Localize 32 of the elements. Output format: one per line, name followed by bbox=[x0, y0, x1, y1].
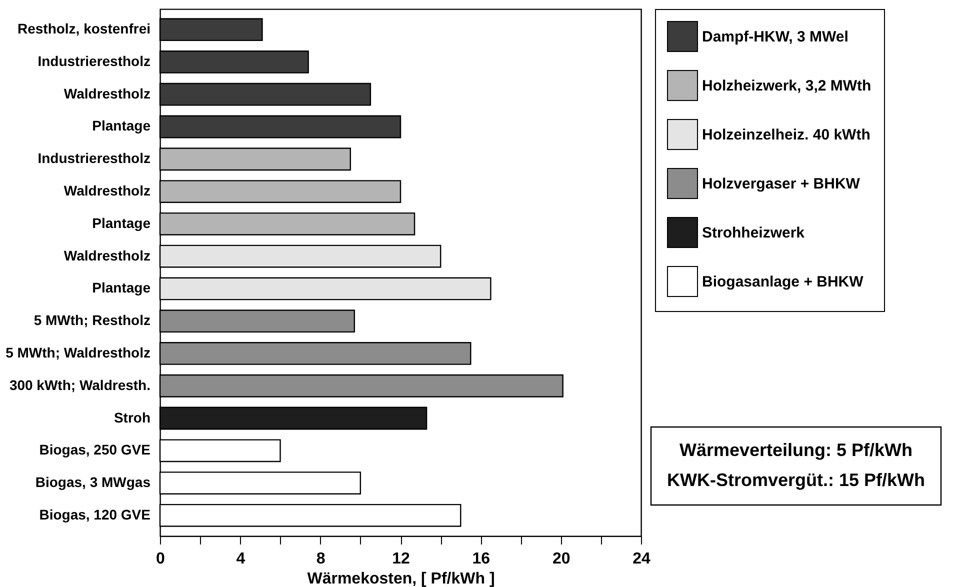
y-tick-label: 300 kWth; Waldresth. bbox=[9, 376, 150, 393]
y-tick-label: Waldrestholz bbox=[64, 182, 150, 199]
y-tick-label: Waldrestholz bbox=[64, 85, 150, 102]
y-tick-label: Industrierestholz bbox=[38, 150, 150, 166]
y-tick-label: Biogas, 250 GVE bbox=[39, 442, 150, 458]
y-tick-label: Industrierestholz bbox=[38, 52, 150, 69]
legend-label: Biogasanlage + BHKW bbox=[702, 274, 864, 290]
y-tick-label: Plantage bbox=[92, 280, 151, 296]
x-tick-label: 8 bbox=[316, 550, 326, 568]
y-tick-label: Waldrestholz bbox=[64, 247, 150, 264]
x-tick-label: 12 bbox=[392, 550, 410, 568]
y-tick-label: Restholz, kostenfrei bbox=[17, 20, 150, 37]
x-tick-label: 16 bbox=[472, 550, 490, 568]
text: KWK-Stromvergüt.: 15 Pf/kWh bbox=[666, 470, 926, 490]
x-tick-label: 24 bbox=[632, 550, 650, 568]
y-tick-label: Plantage bbox=[92, 118, 151, 134]
legend-label: Dampf-HKW, 3 MWel bbox=[702, 28, 848, 46]
y-tick-label: Biogas, 120 GVE bbox=[39, 506, 150, 522]
legend-label: Holzheizwerk, 3,2 MWth bbox=[702, 78, 872, 94]
y-tick-label: Plantage bbox=[92, 214, 151, 231]
text: Wärmeverteilung: 5 Pf/kWh bbox=[679, 440, 913, 460]
y-tick-label: Stroh bbox=[114, 409, 150, 426]
legend-label: Holzeinzelheiz. 40 kWth bbox=[702, 126, 870, 144]
y-tick-label: 5 MWth; Waldrestholz bbox=[6, 344, 150, 360]
y-tick-label: Biogas, 3 MWgas bbox=[35, 474, 151, 490]
x-tick-label: 4 bbox=[236, 550, 246, 568]
legend-label: Strohheizwerk bbox=[702, 224, 806, 242]
x-axis-title: Wärmekosten, [ Pf/kWh ] bbox=[307, 570, 495, 587]
x-tick-label: 20 bbox=[552, 550, 570, 568]
x-tick-label: 0 bbox=[156, 550, 166, 568]
y-tick-label: 5 MWth; Restholz bbox=[34, 312, 150, 328]
legend-label: Holzvergaser + BHKW bbox=[702, 176, 861, 192]
